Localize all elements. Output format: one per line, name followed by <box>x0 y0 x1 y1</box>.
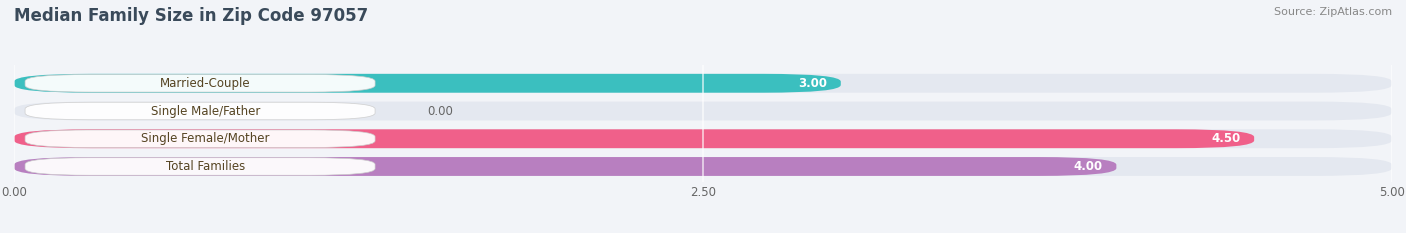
Text: 4.00: 4.00 <box>1073 160 1102 173</box>
Text: Total Families: Total Families <box>166 160 245 173</box>
FancyBboxPatch shape <box>14 74 1392 93</box>
Text: Married-Couple: Married-Couple <box>160 77 250 90</box>
Text: 3.00: 3.00 <box>799 77 827 90</box>
Text: 4.50: 4.50 <box>1211 132 1240 145</box>
FancyBboxPatch shape <box>14 102 1392 120</box>
FancyBboxPatch shape <box>25 158 375 175</box>
Text: Median Family Size in Zip Code 97057: Median Family Size in Zip Code 97057 <box>14 7 368 25</box>
FancyBboxPatch shape <box>14 157 1116 176</box>
Text: Source: ZipAtlas.com: Source: ZipAtlas.com <box>1274 7 1392 17</box>
FancyBboxPatch shape <box>25 130 375 147</box>
FancyBboxPatch shape <box>14 129 1254 148</box>
FancyBboxPatch shape <box>14 74 841 93</box>
Text: Single Male/Father: Single Male/Father <box>150 105 260 117</box>
FancyBboxPatch shape <box>25 75 375 92</box>
Text: 0.00: 0.00 <box>427 105 453 117</box>
FancyBboxPatch shape <box>25 102 375 120</box>
FancyBboxPatch shape <box>14 129 1392 148</box>
Text: Single Female/Mother: Single Female/Mother <box>142 132 270 145</box>
FancyBboxPatch shape <box>14 157 1392 176</box>
